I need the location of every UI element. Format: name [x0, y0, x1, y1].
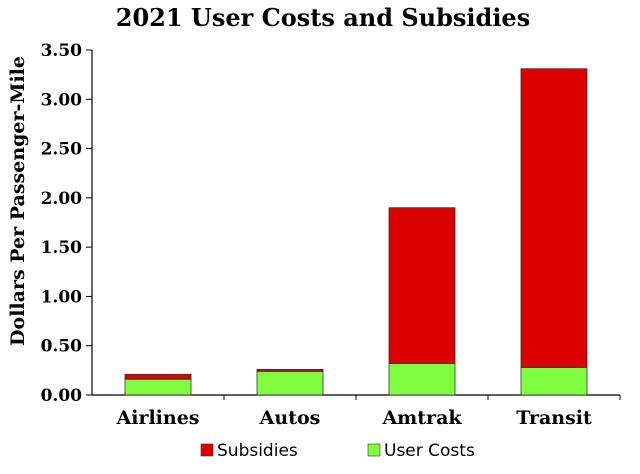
bar-user-costs-autos: [256, 370, 324, 396]
y-axis-label: Dollars Per Passenger-Mile: [7, 56, 29, 346]
legend-item: User Costs: [367, 441, 475, 461]
bar-subsidies-autos: [256, 368, 324, 372]
y-tick-label: 3.00: [41, 90, 83, 110]
plot-area: 0.00 0.50 1.00 1.50 2.00 2.50 3.00 3.50 Airlines…: [41, 41, 621, 429]
legend-swatch: [367, 443, 381, 457]
bar-user-costs-transit: [520, 366, 588, 396]
legend: Subsidies User Costs: [200, 441, 475, 461]
y-tick-label: 2.50: [41, 140, 83, 160]
bar-user-costs-amtrak: [388, 363, 456, 396]
bar-subsidies-transit: [520, 68, 588, 368]
bar-subsidies-airlines: [124, 373, 192, 380]
y-tick-label: 0.50: [41, 337, 83, 357]
chart-title: 2021 User Costs and Subsidies: [116, 3, 530, 32]
x-category-label: Amtrak: [381, 407, 462, 429]
y-tick-label: 3.50: [41, 41, 83, 61]
x-category-label: Autos: [259, 407, 321, 429]
bar-user-costs-airlines: [124, 378, 192, 396]
legend-label: User Costs: [384, 441, 475, 461]
y-tick-label: 1.50: [41, 238, 83, 258]
x-category-label: Transit: [516, 407, 592, 429]
y-tick-label: 2.00: [41, 189, 83, 209]
y-tick-label: 1.00: [41, 287, 83, 307]
legend-item: Subsidies: [200, 441, 298, 461]
legend-swatch: [200, 443, 214, 457]
legend-label: Subsidies: [217, 441, 298, 461]
bar-subsidies-amtrak: [388, 207, 456, 364]
y-tick-label: 0.00: [41, 386, 83, 406]
x-category-label: Airlines: [115, 407, 199, 429]
